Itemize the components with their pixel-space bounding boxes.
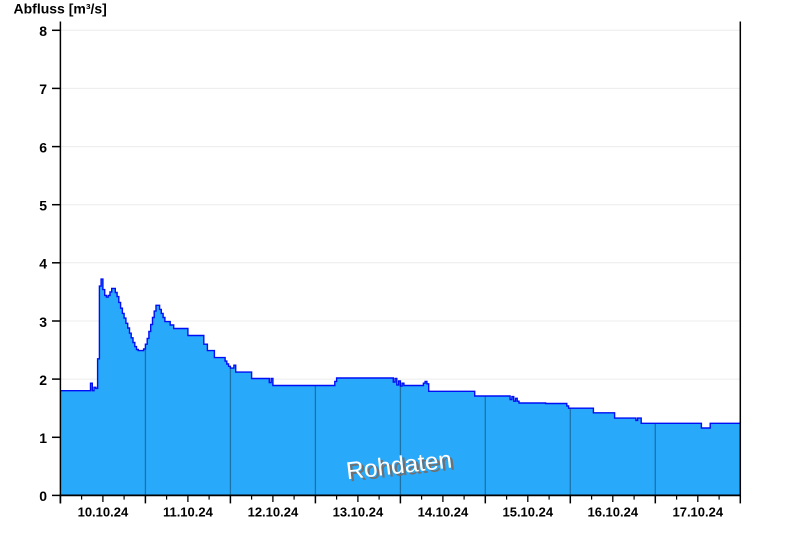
svg-text:3: 3 [39,314,47,330]
svg-text:1: 1 [39,430,47,446]
svg-text:8: 8 [39,23,47,39]
svg-text:16.10.24: 16.10.24 [587,505,638,520]
svg-text:7: 7 [39,81,47,97]
svg-text:13.10.24: 13.10.24 [333,505,384,520]
svg-text:12.10.24: 12.10.24 [248,505,299,520]
svg-text:2: 2 [39,372,47,388]
svg-text:11.10.24: 11.10.24 [163,505,214,520]
svg-text:17.10.24: 17.10.24 [672,505,723,520]
svg-text:5: 5 [39,198,47,214]
svg-text:4: 4 [39,256,47,272]
svg-text:14.10.24: 14.10.24 [418,505,469,520]
svg-text:15.10.24: 15.10.24 [502,505,553,520]
svg-text:Abfluss [m³/s]: Abfluss [m³/s] [14,1,107,17]
svg-text:6: 6 [39,139,47,155]
svg-text:10.10.24: 10.10.24 [78,505,129,520]
svg-text:0: 0 [39,488,47,504]
